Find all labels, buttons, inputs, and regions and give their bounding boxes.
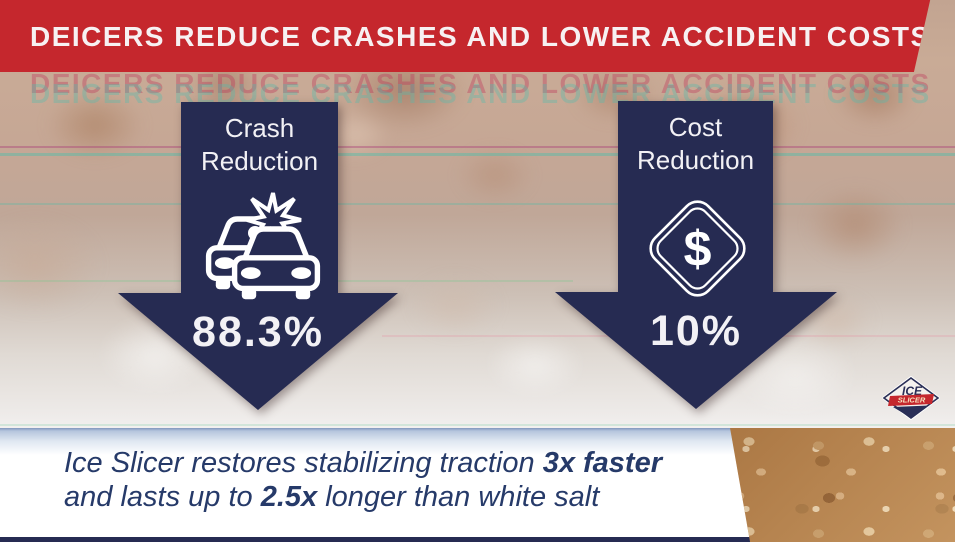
title-line2: Reduction [200,146,319,176]
salt-closeup-photo [730,428,955,542]
cost-reduction-value: 10% [649,307,743,355]
dollar-symbol: $ [684,221,712,277]
footer-line1: Ice Slicer restores stabilizing traction… [64,446,662,480]
glitch-line [0,153,955,156]
crash-reduction-title: Crash Reduction [181,112,338,178]
logo-top-text: ICE [902,384,923,398]
headline-text: DEICERS REDUCE CRASHES AND LOWER ACCIDEN… [30,21,931,52]
cost-reduction-arrow: Cost Reduction $ 10% [555,101,837,410]
footer-line2-bold: 2.5x [260,481,318,513]
headline-ghost-artifact: DEICERS REDUCE CRASHES AND LOWER ACCIDEN… [30,78,930,109]
bottom-navy-bar [0,537,955,542]
glitch-line [0,424,955,426]
footer-line2-text: and lasts up to [64,481,261,513]
title-line1: Cost [668,112,723,142]
footer-tagline: Ice Slicer restores stabilizing traction… [64,446,662,514]
ice-slicer-logo: ICE SLICER [881,375,941,421]
crash-reduction-arrow: Crash Reduction [118,102,398,410]
footer-line2: and lasts up to 2.5x longer than white s… [64,480,662,514]
glitch-line [0,203,955,205]
headline-ghost-artifact: DEICERS REDUCE CRASHES AND LOWER ACCIDEN… [30,68,930,99]
footer-line2-suffix: longer than white salt [317,481,600,513]
title-line1: Crash [224,113,295,143]
glitch-line [0,146,955,148]
logo-bottom-text: SLICER [898,396,926,405]
title-line2: Reduction [636,145,755,175]
car-crash-icon [205,190,321,300]
footer-line1-text: Ice Slicer restores stabilizing traction [64,447,543,479]
headline-banner: DEICERS REDUCE CRASHES AND LOWER ACCIDEN… [0,0,931,72]
dollar-diamond-icon: $ [645,196,750,301]
crash-reduction-value: 88.3% [192,308,324,356]
footer-line1-bold: 3x faster [542,447,662,479]
cost-reduction-title: Cost Reduction [618,111,773,177]
arrow-stem [618,101,773,293]
